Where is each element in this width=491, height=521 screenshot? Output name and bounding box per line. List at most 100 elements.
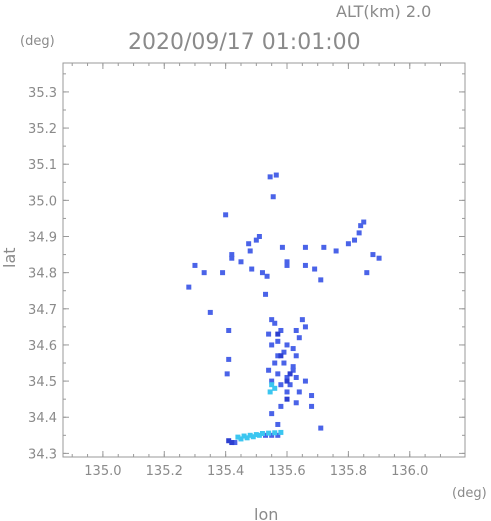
echo-point [364,270,370,276]
echo-point [249,266,255,272]
echo-point [275,331,281,337]
y-axis-label: lat [0,247,19,268]
echo-point [246,241,252,247]
y-tick-label: 34.5 [28,375,57,390]
echo-point [278,429,284,435]
echo-point [284,342,290,348]
y-tick-label: 35.3 [28,86,57,101]
echo-point [269,342,275,348]
echo-point [296,389,302,395]
echo-point [279,244,285,250]
echo-point [333,248,339,254]
echo-point [275,421,281,427]
echo-point [358,223,364,229]
echo-point [284,378,290,384]
y-tick-label: 34.8 [28,267,57,282]
altitude-label: ALT(km) 2.0 [336,2,431,21]
echo-point [278,353,284,359]
echo-point [272,430,278,436]
echo-point [275,371,281,377]
y-tick-label: 35.1 [28,158,57,173]
x-tick-label: 135.0 [84,464,121,479]
x-tick-label: 135.6 [268,464,305,479]
echo-point [287,382,293,388]
x-axis-label: lon [254,505,278,521]
echo-point [293,374,299,380]
echo-point [299,317,305,323]
echo-point [229,440,235,446]
echo-point [290,346,296,352]
echo-point [244,435,250,441]
echo-point [256,432,262,438]
echo-point [269,411,275,417]
echo-point [229,255,235,261]
echo-point [269,378,275,384]
y-tick-label: 35.0 [28,194,57,209]
x-tick-label: 135.4 [207,464,244,479]
echo-point [256,234,262,240]
echo-point [266,331,272,337]
echo-point [263,432,269,438]
chart-title: 2020/09/17 01:01:00 [128,30,361,55]
echo-point [226,327,232,333]
echo-point [290,364,296,370]
echo-point [272,360,278,366]
plot-frame [62,62,466,458]
echo-point [309,393,315,399]
echo-point [266,430,272,436]
echo-point [275,353,281,359]
echo-point [287,371,293,377]
echo-point [207,309,213,315]
echo-point [275,338,281,344]
echo-point [269,317,275,323]
echo-point [247,432,253,438]
echo-point [309,403,315,409]
echo-point [266,367,272,373]
echo-point [220,270,226,276]
echo-point [272,320,278,326]
echo-point [259,431,265,437]
echo-point [321,244,327,250]
echo-point [269,382,275,388]
echo-point [253,237,259,243]
echo-point [293,327,299,333]
echo-point [284,396,290,402]
echo-point [284,389,290,395]
echo-point [293,400,299,406]
echo-point [247,248,253,254]
y-tick-group: 34.3 34.4 34.5 34.6 34.7 34.8 34.9 35.0 35.1 35.2… [28,73,465,462]
y-tick-label: 34.9 [28,231,57,246]
echo-point [201,270,207,276]
echo-point [278,327,284,333]
x-tick-label: 135.2 [146,464,183,479]
echo-point [223,212,229,218]
echo-point [281,349,287,355]
y-tick-label: 34.3 [28,447,57,462]
y-unit-label: (deg) [20,34,55,49]
echo-point [293,353,299,359]
echo-point [238,436,244,442]
echo-point [278,403,284,409]
echo-point [302,244,308,250]
y-tick-label: 34.7 [28,303,57,318]
echo-point [296,335,302,341]
echo-point [284,259,290,265]
x-unit-label: (deg) [452,486,487,501]
echo-point [312,266,318,272]
x-tick-label: 136.0 [391,464,428,479]
echo-point [226,356,232,362]
echo-point [290,367,296,373]
echo-point [284,374,290,380]
echo-point [376,255,382,261]
echo-point [238,259,244,265]
x-tick-group: 135.0 135.2 135.4 135.6 135.8 136.0 [71,63,441,479]
echo-point [235,434,241,440]
y-tick-label: 34.4 [28,411,57,426]
echo-point [226,438,232,444]
echo-point [345,241,351,247]
echo-point [302,262,308,268]
y-tick-label: 35.2 [28,122,57,137]
echo-point [270,194,276,200]
echo-point [250,434,256,440]
echo-point [302,324,308,330]
